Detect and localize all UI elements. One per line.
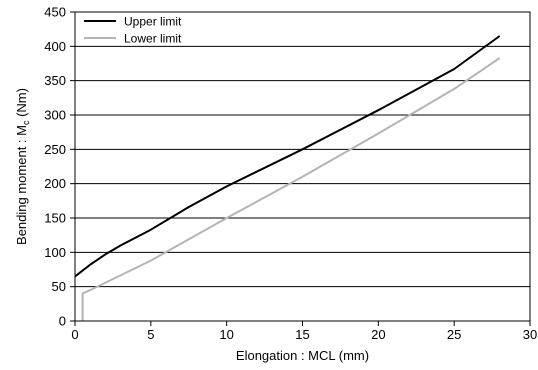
x-tick-label: 25 [447, 327, 461, 342]
x-tick-label: 10 [219, 327, 233, 342]
grid-lines [75, 45, 530, 288]
y-tick-label: 150 [44, 211, 66, 226]
y-axis-title-subscript: c [21, 120, 31, 125]
y-axis-title: Bending moment : Mc (Nm) [14, 88, 31, 245]
y-axis-title-unit: (Nm) [14, 88, 29, 121]
series-layer [74, 35, 501, 321]
y-tick-label: 200 [44, 176, 66, 191]
x-tick-label: 5 [147, 327, 154, 342]
series-line-lower-limit [81, 57, 501, 321]
x-tick-label: 30 [523, 327, 537, 342]
legend-label: Lower limit [124, 32, 182, 46]
y-axis-title-main: Bending moment : M [14, 125, 29, 245]
x-tick-label: 0 [71, 327, 78, 342]
x-axis: 0 5 10 15 20 25 30 [71, 321, 537, 342]
y-tick-label: 350 [44, 73, 66, 88]
y-tick-label: 450 [44, 5, 66, 20]
y-tick-label: 100 [44, 245, 66, 260]
y-tick-label: 250 [44, 142, 66, 157]
plot-frame [74, 11, 531, 322]
legend: Upper limit Lower limit [84, 15, 182, 46]
y-axis: 0 50 100 150 200 250 300 350 400 450 [44, 5, 75, 329]
x-tick-label: 15 [295, 327, 309, 342]
series-line-upper-limit [74, 35, 501, 278]
y-tick-label: 50 [52, 279, 66, 294]
x-axis-title: Elongation : MCL (mm) [236, 348, 369, 363]
y-tick-label: 400 [44, 39, 66, 54]
x-tick-label: 20 [371, 327, 385, 342]
legend-label: Upper limit [124, 15, 182, 29]
y-tick-label: 300 [44, 108, 66, 123]
y-tick-label: 0 [59, 314, 66, 329]
